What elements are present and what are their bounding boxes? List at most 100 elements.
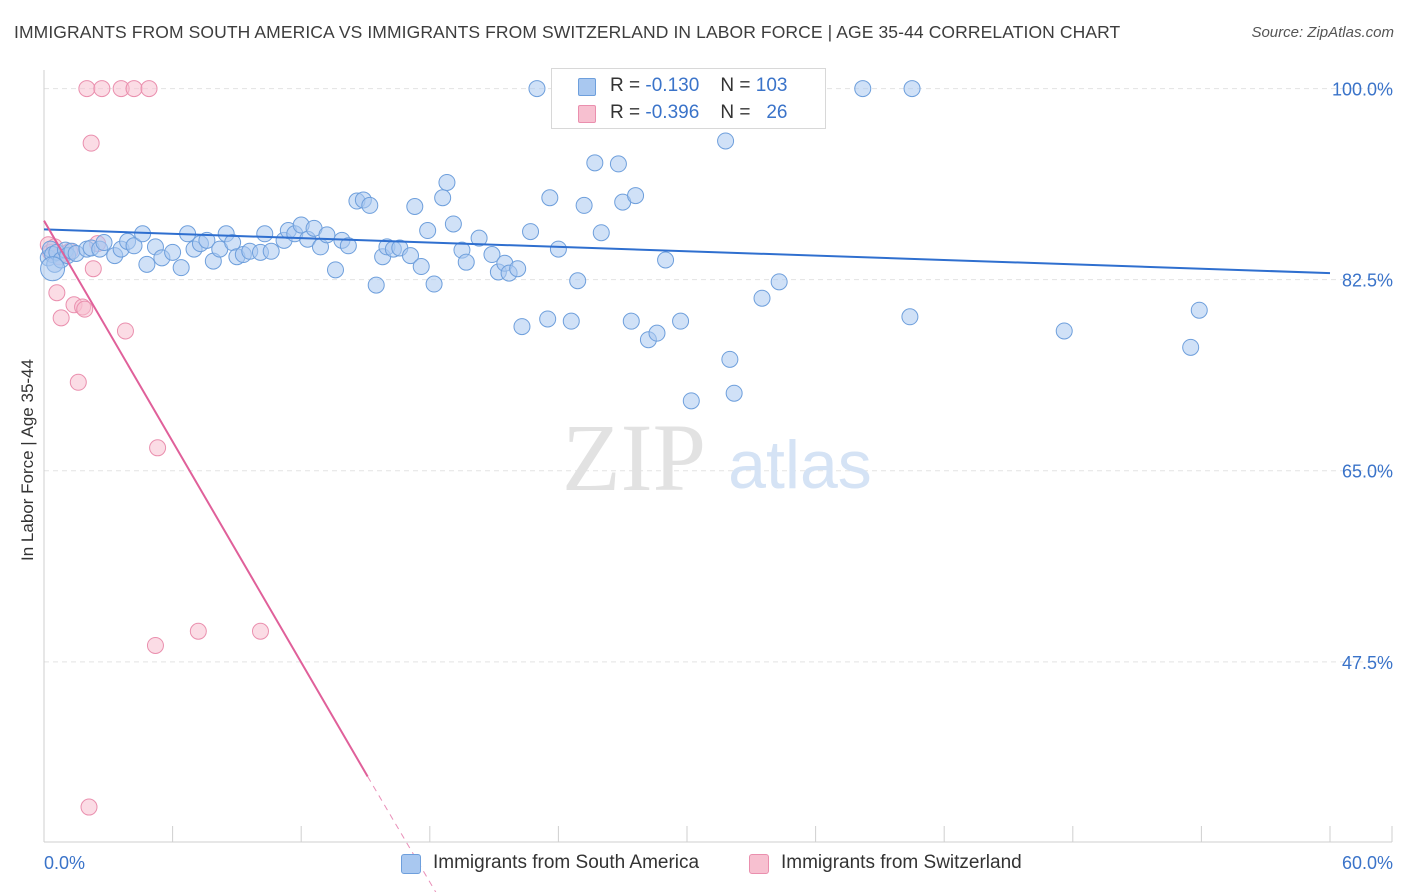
watermark: ZIP atlas bbox=[562, 404, 872, 511]
bottom-legend-swatch-pink bbox=[749, 854, 769, 874]
south-america-point bbox=[419, 222, 437, 240]
y-tick-label: 65.0% bbox=[1342, 462, 1393, 482]
south-america-point bbox=[172, 259, 190, 277]
legend-r-label: R = bbox=[610, 75, 641, 96]
y-tick-label: 47.5% bbox=[1342, 653, 1393, 673]
tick-labels: 47.5% 65.0% 82.5% 100.0% 0.0% 60.0% bbox=[44, 80, 1393, 873]
south-america-point bbox=[138, 255, 156, 273]
south-america-point bbox=[622, 312, 640, 330]
legend-r-value: -0.130 bbox=[645, 75, 700, 96]
south-america-point bbox=[528, 80, 546, 98]
south-america-point bbox=[509, 260, 527, 278]
south-america-point bbox=[438, 173, 456, 191]
south-america-point bbox=[1055, 322, 1073, 340]
south-america-point bbox=[1182, 338, 1200, 356]
switzerland-point bbox=[76, 300, 94, 318]
bottom-legend-label: Immigrants from South America bbox=[433, 852, 700, 873]
south-america-point bbox=[1190, 301, 1208, 319]
south-america-points bbox=[39, 80, 1208, 410]
switzerland-point bbox=[82, 134, 100, 152]
source-credit: Source: ZipAtlas.com bbox=[1251, 24, 1394, 41]
south-america-point bbox=[402, 247, 420, 265]
legend-swatch-pink bbox=[578, 105, 596, 123]
south-america-point bbox=[457, 253, 475, 271]
bottom-legend: Immigrants from South America Immigrants… bbox=[0, 852, 1406, 878]
south-america-point bbox=[721, 350, 739, 368]
legend-r-value: -0.396 bbox=[645, 102, 700, 123]
south-america-point bbox=[425, 275, 443, 293]
bottom-legend-label: Immigrants from Switzerland bbox=[781, 852, 1022, 873]
x-tick-label: 0.0% bbox=[44, 853, 85, 873]
south-america-point bbox=[318, 226, 336, 244]
south-america-point bbox=[513, 318, 531, 336]
switzerland-trendline-extension bbox=[367, 776, 437, 892]
switzerland-point bbox=[251, 622, 269, 640]
south-america-point bbox=[592, 224, 610, 242]
south-america-trendline bbox=[43, 228, 1331, 275]
south-america-point bbox=[657, 251, 675, 269]
legend-n-label: N = bbox=[720, 75, 751, 96]
south-america-point bbox=[198, 231, 216, 249]
legend-swatch-blue bbox=[578, 78, 596, 96]
switzerland-point bbox=[78, 80, 96, 98]
south-america-point bbox=[95, 234, 113, 252]
south-america-point bbox=[562, 312, 580, 330]
switzerland-point bbox=[93, 80, 111, 98]
switzerland-point bbox=[69, 373, 87, 391]
south-america-point bbox=[40, 256, 66, 282]
legend-n-value: 103 bbox=[755, 75, 788, 96]
south-america-point bbox=[901, 308, 919, 326]
south-america-point bbox=[339, 237, 357, 255]
switzerland-point bbox=[146, 636, 164, 654]
legend: R = -0.130 N = 103 R = -0.396 N = 26 bbox=[551, 68, 826, 129]
south-america-point bbox=[609, 155, 627, 173]
south-america-point bbox=[725, 384, 743, 402]
south-america-point bbox=[549, 240, 567, 258]
south-america-point bbox=[770, 273, 788, 291]
legend-n-label: N = bbox=[720, 102, 751, 123]
south-america-point bbox=[326, 261, 344, 279]
legend-r-label: R = bbox=[610, 102, 641, 123]
bottom-legend-swatch-blue bbox=[401, 854, 421, 874]
south-america-point bbox=[682, 392, 700, 410]
south-america-point bbox=[164, 243, 182, 261]
legend-n-value: 26 bbox=[766, 102, 788, 123]
south-america-point bbox=[522, 223, 540, 241]
south-america-point bbox=[672, 312, 690, 330]
south-america-point bbox=[444, 215, 462, 233]
south-america-point bbox=[539, 310, 557, 328]
trendlines bbox=[43, 220, 1331, 892]
watermark-atlas: atlas bbox=[728, 427, 872, 503]
watermark-zip: ZIP bbox=[562, 404, 706, 511]
south-america-point bbox=[125, 237, 143, 255]
switzerland-point bbox=[189, 622, 207, 640]
south-america-point bbox=[586, 154, 604, 172]
south-america-point bbox=[648, 324, 666, 342]
south-america-point bbox=[717, 132, 735, 150]
south-america-point bbox=[367, 276, 385, 294]
south-america-point bbox=[262, 242, 280, 260]
switzerland-point bbox=[84, 260, 102, 278]
y-tick-label: 82.5% bbox=[1342, 271, 1393, 291]
south-america-point bbox=[569, 272, 587, 290]
south-america-point bbox=[470, 229, 488, 247]
y-tick-label: 100.0% bbox=[1332, 80, 1393, 100]
gridlines bbox=[44, 88, 1392, 663]
axes bbox=[43, 70, 1393, 843]
south-america-point bbox=[627, 187, 645, 205]
chart-title: IMMIGRANTS FROM SOUTH AMERICA VS IMMIGRA… bbox=[14, 22, 1121, 42]
switzerland-points bbox=[39, 80, 269, 816]
switzerland-trendline bbox=[43, 220, 369, 777]
south-america-point bbox=[406, 197, 424, 215]
switzerland-point bbox=[52, 309, 70, 327]
x-tick-label: 60.0% bbox=[1342, 853, 1393, 873]
south-america-point bbox=[483, 246, 501, 264]
switzerland-point bbox=[125, 80, 143, 98]
south-america-point bbox=[541, 189, 559, 207]
south-america-point bbox=[434, 189, 452, 207]
south-america-point bbox=[753, 289, 771, 307]
switzerland-point bbox=[149, 439, 167, 457]
switzerland-point bbox=[140, 80, 158, 98]
south-america-point bbox=[361, 196, 379, 214]
